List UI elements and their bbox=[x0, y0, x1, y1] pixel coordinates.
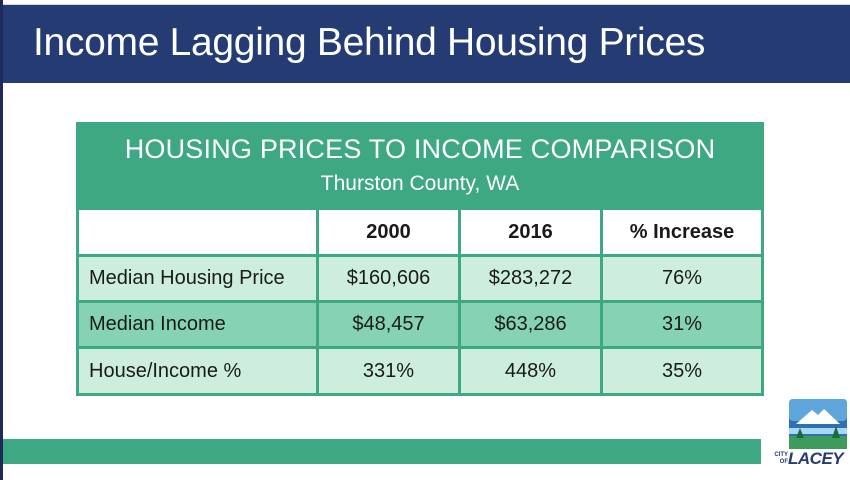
footer-band bbox=[3, 439, 761, 464]
row-label-house-income: House/Income % bbox=[79, 349, 316, 393]
column-header-blank bbox=[79, 210, 316, 254]
table-cell: 76% bbox=[603, 257, 761, 300]
table-title: HOUSING PRICES TO INCOME COMPARISON bbox=[124, 134, 716, 164]
logo-emblem-icon bbox=[789, 399, 847, 449]
slide-title: Income Lagging Behind Housing Prices bbox=[33, 21, 706, 64]
comparison-table: HOUSING PRICES TO INCOME COMPARISON Thur… bbox=[76, 122, 764, 396]
city-logo: CITY OF LACEY bbox=[772, 398, 848, 476]
column-header-2016: 2016 bbox=[461, 210, 600, 254]
title-bar: Income Lagging Behind Housing Prices bbox=[3, 4, 850, 83]
logo-wordmark: LACEY bbox=[788, 449, 844, 468]
table-cell: 31% bbox=[603, 303, 761, 346]
table-cell: $48,457 bbox=[319, 303, 458, 346]
logo-small-text: CITY OF bbox=[774, 452, 788, 465]
row-label-income: Median Income bbox=[79, 303, 316, 346]
table-subtitle: Thurston County, WA bbox=[320, 172, 520, 195]
table-header: HOUSING PRICES TO INCOME COMPARISON Thur… bbox=[76, 122, 764, 208]
table-cell: $160,606 bbox=[319, 257, 458, 300]
table-cell: 35% bbox=[603, 349, 761, 393]
left-edge-line bbox=[0, 0, 3, 480]
table-cell: 448% bbox=[461, 349, 600, 393]
column-header-increase: % Increase bbox=[603, 210, 761, 254]
table-cell: $63,286 bbox=[461, 303, 600, 346]
table-cell: $283,272 bbox=[461, 257, 600, 300]
table-cell: 331% bbox=[319, 349, 458, 393]
column-header-2000: 2000 bbox=[319, 210, 458, 254]
row-label-housing-price: Median Housing Price bbox=[79, 257, 316, 300]
